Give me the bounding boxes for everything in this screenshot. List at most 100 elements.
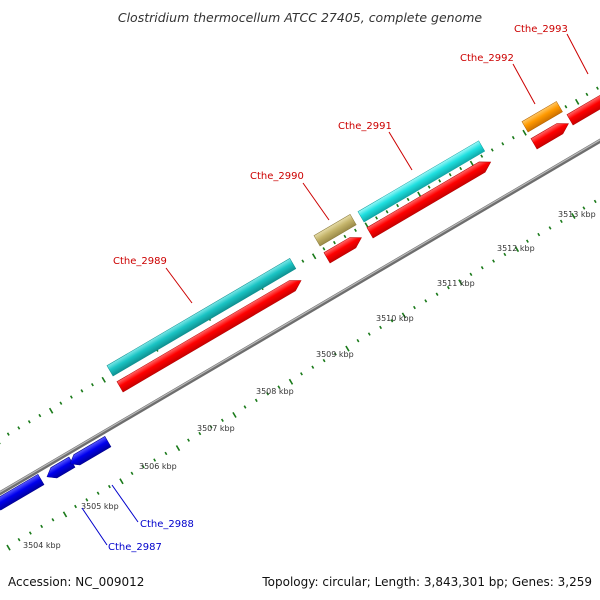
outer-minor-tick (343, 234, 347, 239)
inner-major-tick (345, 345, 350, 352)
inner-minor-tick (469, 272, 473, 277)
inner-major-tick (119, 478, 124, 485)
inner-minor-tick (390, 319, 394, 323)
outer-ticks (0, 86, 599, 445)
gene-label-cthe-2991[interactable]: Cthe_2991 (338, 121, 392, 132)
feature-cthe-2989-outer[interactable] (106, 258, 297, 377)
scale-label-3506: 3506 kbp (139, 462, 177, 471)
inner-major-tick (571, 212, 576, 219)
inner-major-tick (175, 445, 181, 452)
gene-label-cthe-2988[interactable]: Cthe_2988 (140, 519, 194, 530)
leader-cthe-2993 (566, 33, 589, 75)
inner-major-tick (232, 411, 237, 418)
leader-cthe-2987 (81, 507, 108, 546)
feature-cthe-2992-outer[interactable] (521, 101, 563, 133)
outer-minor-tick (490, 148, 494, 152)
outer-minor-tick (69, 395, 73, 399)
outer-minor-tick (596, 86, 599, 90)
gene-cthe-2987[interactable] (0, 473, 45, 514)
inner-minor-tick (503, 252, 507, 257)
gene-blue-upper[interactable] (67, 436, 112, 469)
leader-cthe-2989 (165, 267, 193, 304)
gene-label-cthe-2987[interactable]: Cthe_2987 (108, 542, 162, 553)
outer-minor-tick (80, 389, 84, 393)
inner-minor-tick (130, 471, 134, 476)
cds-cthe-2993[interactable] (566, 94, 600, 126)
gene-label-cthe-2990[interactable]: Cthe_2990 (250, 171, 304, 182)
outer-major-tick (311, 253, 317, 260)
inner-major-tick (514, 246, 520, 253)
inner-minor-tick (435, 292, 439, 296)
accession-text: Accession: NC_009012 (8, 575, 144, 589)
inner-minor-tick (525, 239, 529, 243)
outer-minor-tick (322, 247, 326, 251)
outer-minor-tick (501, 142, 505, 146)
inner-minor-tick (85, 498, 89, 502)
leader-cthe-2992 (512, 63, 536, 105)
scale-label-3509: 3509 kbp (316, 350, 354, 359)
genome-backbone (0, 138, 600, 496)
inner-minor-tick (164, 451, 168, 456)
outer-minor-tick (38, 413, 42, 418)
inner-minor-tick (28, 531, 32, 535)
inner-major-tick (62, 511, 68, 518)
gene-label-cthe-2989[interactable]: Cthe_2989 (113, 256, 167, 267)
outer-minor-tick (27, 420, 31, 424)
inner-minor-tick (480, 266, 484, 270)
outer-minor-tick (480, 154, 484, 158)
inner-minor-tick (51, 518, 55, 522)
outer-major-tick (574, 98, 580, 105)
scale-label-3513: 3513 kbp (558, 210, 596, 219)
cds-cthe-2989[interactable] (116, 275, 304, 393)
gene-cthe-2988[interactable] (44, 456, 76, 482)
inner-minor-tick (413, 305, 416, 310)
inner-minor-tick (582, 206, 586, 210)
map-title: Clostridium thermocellum ATCC 27405, com… (118, 10, 483, 25)
inner-major-tick (401, 312, 407, 319)
leader-cthe-2991 (388, 131, 413, 171)
inner-ticks (6, 199, 597, 551)
outer-minor-tick (385, 210, 389, 214)
inner-minor-tick (243, 405, 247, 409)
gene-label-cthe-2992[interactable]: Cthe_2992 (460, 53, 514, 64)
inner-minor-tick (333, 352, 337, 356)
inner-minor-tick (492, 259, 495, 263)
gene-label-cthe-2993[interactable]: Cthe_2993 (514, 24, 568, 35)
scale-label-3507: 3507 kbp (197, 424, 235, 433)
genome-summary-text: Topology: circular; Length: 3,843,301 bp… (261, 575, 592, 589)
outer-major-tick (101, 376, 106, 383)
outer-minor-tick (332, 240, 336, 245)
outer-minor-tick (406, 197, 410, 202)
inner-minor-tick (537, 232, 541, 237)
inner-minor-tick (74, 504, 77, 509)
inner-minor-tick (40, 524, 44, 529)
feature-cthe-2991-outer[interactable] (357, 140, 486, 223)
cds-cthe-2992[interactable] (530, 118, 572, 150)
inner-minor-tick (322, 358, 326, 363)
scale-label-3512: 3512 kbp (497, 244, 535, 253)
outer-minor-tick (564, 105, 568, 109)
cds-cthe-2991[interactable] (366, 157, 494, 239)
inner-minor-tick (593, 199, 597, 204)
inner-minor-tick (187, 438, 190, 442)
inner-minor-tick (548, 226, 552, 230)
scale-label-3508: 3508 kbp (256, 387, 294, 396)
inner-minor-tick (356, 338, 360, 343)
outer-minor-tick (17, 426, 21, 430)
outer-minor-tick (438, 179, 442, 183)
inner-minor-tick (198, 431, 202, 436)
inner-minor-tick (96, 491, 100, 495)
inner-minor-tick (220, 418, 224, 422)
outer-minor-tick (585, 92, 589, 97)
inner-major-tick (288, 378, 294, 385)
scale-label-3505: 3505 kbp (81, 502, 119, 511)
outer-minor-tick (459, 166, 463, 171)
inner-minor-tick (254, 398, 258, 403)
feature-cthe-2990-outer[interactable] (313, 214, 357, 247)
gene-labels: Cthe_2989 Cthe_2990 Cthe_2991 Cthe_2992 … (108, 24, 568, 553)
inner-minor-tick (107, 484, 111, 489)
cds-cthe-2990[interactable] (323, 232, 365, 264)
inner-minor-tick (367, 332, 371, 336)
label-leaders (81, 33, 589, 546)
